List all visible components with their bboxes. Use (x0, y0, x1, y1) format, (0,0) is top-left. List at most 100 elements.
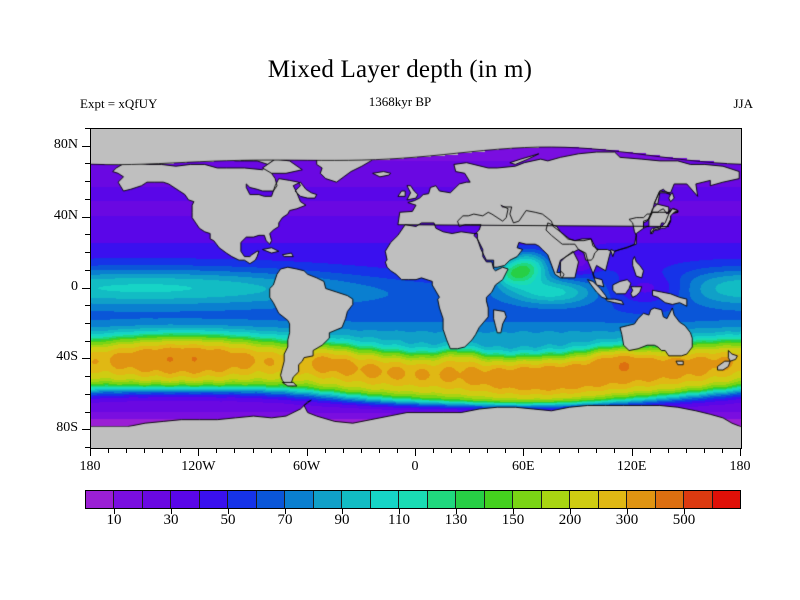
x-tick (379, 448, 380, 453)
colorbar-cell (627, 491, 656, 508)
colorbar-label: 300 (615, 512, 639, 528)
colorbar-ticks (85, 509, 741, 514)
colorbar-cell (342, 491, 371, 508)
colorbar-cell (399, 491, 428, 508)
x-tick (162, 448, 163, 453)
colorbar-label: 130 (444, 512, 468, 528)
colorbar-cell (370, 491, 400, 508)
x-tick (541, 448, 542, 453)
colorbar: 10 30 50 70 90 110 130 150 200 300 500 (85, 490, 741, 528)
y-axis-tick-label: 40N (53, 207, 78, 223)
colorbar-tick-labels: 10 30 50 70 90 110 130 150 200 300 500 (85, 512, 741, 536)
colorbar-cell (86, 491, 115, 508)
x-tick (740, 448, 741, 456)
colorbar-cell (171, 491, 200, 508)
y-tick (85, 163, 90, 164)
x-tick (198, 448, 199, 456)
y-tick (82, 146, 90, 147)
x-tick (90, 448, 91, 456)
colorbar-label: 200 (558, 512, 582, 528)
x-axis-tick-label: 60W (293, 459, 321, 474)
x-tick (505, 448, 506, 453)
colorbar-cell (456, 491, 485, 508)
x-tick (596, 448, 597, 453)
y-tick (85, 447, 90, 448)
x-tick (578, 448, 579, 453)
x-tick (234, 448, 235, 453)
x-tick (722, 448, 723, 453)
colorbar-cell (684, 491, 713, 508)
colorbar-cell (712, 491, 741, 508)
y-tick (85, 199, 90, 200)
colorbar-cell (427, 491, 457, 508)
colorbar-label: 70 (277, 512, 293, 528)
y-tick (85, 412, 90, 413)
colorbar-cell (513, 491, 542, 508)
x-tick (397, 448, 398, 453)
y-tick (85, 341, 90, 342)
y-tick (85, 181, 90, 182)
x-tick (668, 448, 669, 453)
x-tick (216, 448, 217, 453)
colorbar-label: 90 (334, 512, 350, 528)
colorbar-cell (114, 491, 143, 508)
x-tick (253, 448, 254, 453)
y-tick (85, 128, 90, 129)
x-tick (361, 448, 362, 453)
colorbar-label: 110 (388, 512, 410, 528)
colorbar-label: 500 (672, 512, 696, 528)
x-tick (686, 448, 687, 453)
colorbar-cell (484, 491, 514, 508)
colorbar-label: 30 (163, 512, 179, 528)
x-tick (704, 448, 705, 453)
colorbar-label: 10 (106, 512, 122, 528)
x-tick (415, 448, 416, 456)
mixed-layer-depth-heatmap (91, 129, 741, 448)
x-tick (180, 448, 181, 453)
season-label: JJA (733, 96, 753, 111)
y-tick (85, 323, 90, 324)
x-axis-tick-label: 180 (729, 459, 751, 474)
x-tick (126, 448, 127, 453)
y-axis-tick-label: 80S (56, 420, 78, 436)
x-axis-tick-label: 60E (512, 459, 535, 474)
x-tick (469, 448, 470, 453)
x-tick (144, 448, 145, 453)
x-tick (559, 448, 560, 453)
y-tick (82, 217, 90, 218)
colorbar-cell (199, 491, 229, 508)
x-tick (271, 448, 272, 453)
y-axis-tick-label: 0 (71, 278, 78, 294)
y-axis-tick-label: 40S (56, 349, 78, 365)
colorbar-cell (313, 491, 343, 508)
figure-subtitle: 1368kyr BP (368, 94, 432, 109)
x-axis-tick-label: 120E (616, 459, 647, 474)
y-tick (85, 376, 90, 377)
colorbar-cell (228, 491, 257, 508)
y-tick (82, 358, 90, 359)
colorbar-cell (285, 491, 314, 508)
y-tick (85, 252, 90, 253)
x-axis-tick-label: 180 (79, 459, 101, 474)
page-title: Mixed Layer depth (in m) (267, 56, 533, 83)
experiment-label: Expt = xQfUY (80, 96, 158, 111)
x-tick (325, 448, 326, 453)
colorbar-cell (598, 491, 628, 508)
y-axis-tick-label: 80N (53, 136, 78, 152)
x-tick (289, 448, 290, 453)
colorbar-cell (655, 491, 685, 508)
y-tick (85, 234, 90, 235)
x-tick (451, 448, 452, 453)
map-plot-area (90, 128, 742, 449)
x-tick (433, 448, 434, 453)
colorbar-cell (541, 491, 571, 508)
y-tick (82, 288, 90, 289)
colorbar-cell (142, 491, 172, 508)
x-tick (108, 448, 109, 453)
x-tick (523, 448, 524, 456)
colorbar-label: 150 (501, 512, 525, 528)
colorbar-label: 50 (220, 512, 236, 528)
x-tick (632, 448, 633, 456)
x-tick (307, 448, 308, 456)
